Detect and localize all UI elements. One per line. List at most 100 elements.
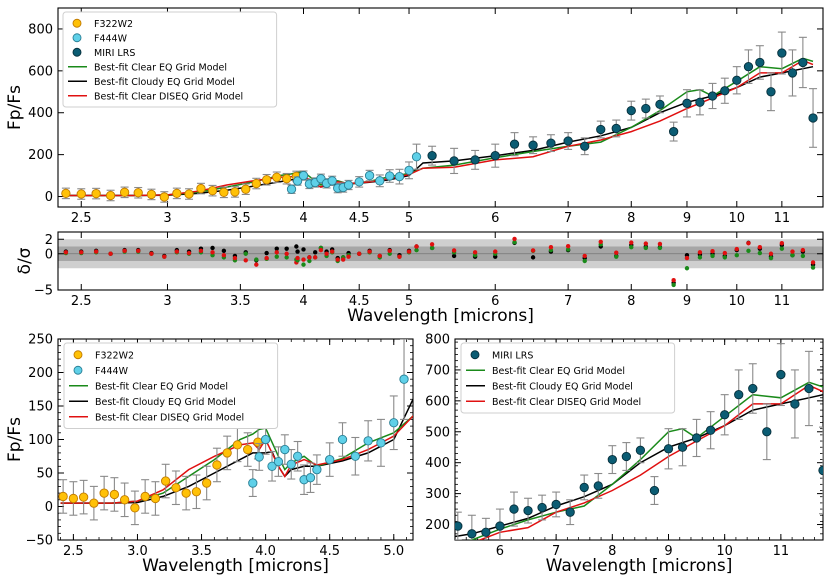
axes-panel-1: 2.5 3 3.5 4 4.5 5 6 7 8 9 10 11 −5 02 bbox=[34, 231, 824, 309]
f444w-point bbox=[325, 454, 335, 465]
x-tick-label: 3.0 bbox=[127, 544, 148, 559]
residual-point-red bbox=[657, 241, 663, 247]
miri-lrs-point bbox=[593, 481, 603, 491]
miri-lrs-point bbox=[563, 136, 573, 146]
x-tick-label: 4.5 bbox=[349, 211, 370, 226]
residual-point-red bbox=[429, 242, 435, 247]
y-axis-label: Fp/Fs bbox=[5, 85, 25, 130]
miri-lrs-point bbox=[579, 482, 589, 493]
residual-point-green bbox=[810, 265, 816, 270]
legend-marker bbox=[73, 350, 83, 360]
legend-label: MIRI LRS bbox=[492, 350, 533, 361]
residual-point-red bbox=[397, 254, 402, 259]
miri-lrs-point bbox=[720, 410, 730, 420]
y-tick-label: 200 bbox=[425, 518, 450, 533]
miri-lrs-point bbox=[523, 505, 533, 516]
residual-point-black bbox=[312, 250, 318, 255]
miri-lrs-point bbox=[720, 86, 730, 96]
axes-panel-3: 6 7 8 9 10 11 200 300 400 500 600 700 800 bbox=[425, 333, 824, 559]
miri-lrs-point bbox=[748, 383, 758, 394]
miri-lrs-point bbox=[707, 91, 718, 101]
axes-panel-0: 2.5 3 3.5 4 4.5 5 6 7 8 9 10 11 0 200 400 600 800 bbox=[28, 7, 824, 226]
legend-frame bbox=[63, 342, 279, 429]
miri-lrs-point bbox=[509, 139, 520, 149]
miri-lrs-point bbox=[668, 126, 679, 137]
residual-point-black bbox=[274, 246, 279, 251]
residual-point-red bbox=[162, 254, 167, 259]
x-tick-label: 7 bbox=[564, 294, 572, 309]
residual-point-red bbox=[79, 250, 84, 255]
legend-marker bbox=[470, 350, 480, 360]
residual-point-red bbox=[93, 249, 99, 254]
miri-lrs-point bbox=[682, 98, 692, 108]
f322w2-point bbox=[272, 172, 282, 182]
miri-lrs-point bbox=[470, 155, 480, 165]
residual-point-green bbox=[757, 250, 763, 256]
x-axis-label: Wavelength [microns] bbox=[347, 306, 534, 326]
y-tick-label: 250 bbox=[28, 333, 53, 348]
miri-lrs-point bbox=[607, 454, 617, 465]
y-tick-label: 600 bbox=[425, 394, 450, 409]
residual-point-red bbox=[643, 241, 649, 246]
residual-point-black bbox=[284, 246, 289, 251]
model-line-clear-diseq bbox=[477, 384, 823, 540]
axes-frame bbox=[57, 231, 824, 291]
residual-point-red bbox=[406, 249, 412, 254]
residual-point-red bbox=[367, 249, 372, 254]
miri-lrs-point bbox=[551, 499, 561, 510]
f322w2-point bbox=[253, 437, 263, 447]
f444w-point bbox=[254, 452, 264, 462]
residual-point-red bbox=[136, 248, 141, 254]
residual-point-green bbox=[746, 248, 751, 254]
residual-point-red bbox=[174, 249, 180, 254]
miri-lrs-point bbox=[818, 465, 823, 476]
f322w2-point bbox=[212, 460, 222, 470]
f322w2-point bbox=[119, 495, 130, 505]
x-tick-label: 10 bbox=[729, 294, 746, 309]
x-tick-label: 6 bbox=[491, 294, 499, 309]
residual-point-red bbox=[451, 248, 457, 253]
x-tick-label: 2.5 bbox=[71, 211, 92, 226]
f322w2-point bbox=[61, 188, 71, 199]
residual-point-red bbox=[757, 245, 763, 250]
f444w-point bbox=[385, 171, 395, 181]
f322w2-point bbox=[109, 489, 120, 500]
residual-point-green bbox=[790, 253, 795, 258]
residual-point-red bbox=[198, 248, 204, 254]
miri-lrs-point bbox=[449, 156, 459, 166]
x-tick-label: 9 bbox=[683, 294, 691, 309]
y-tick-label: −50 bbox=[26, 534, 53, 549]
x-tick-label: 8 bbox=[608, 544, 616, 559]
f322w2-point bbox=[161, 476, 171, 486]
legend-label: Best-fit Cloudy EQ Grid Model bbox=[95, 397, 236, 408]
y-tick-label: 50 bbox=[36, 467, 53, 482]
residual-point-green bbox=[582, 258, 587, 264]
miri-lrs-point bbox=[467, 529, 477, 539]
f444w-point bbox=[350, 451, 360, 461]
miri-lrs-point bbox=[580, 141, 590, 151]
y-tick-label: 150 bbox=[28, 400, 53, 415]
residual-point-red bbox=[274, 250, 279, 255]
legend-marker bbox=[72, 18, 82, 28]
y-tick-label: 700 bbox=[425, 363, 450, 378]
f444w-point bbox=[273, 456, 284, 467]
residual-point-red bbox=[377, 253, 382, 259]
residual-point-green bbox=[254, 257, 259, 262]
axes-frame bbox=[57, 338, 414, 541]
legend-frame bbox=[460, 342, 676, 414]
residual-points bbox=[63, 236, 816, 288]
y-tick-label: 200 bbox=[28, 366, 53, 381]
residual-point-green bbox=[274, 254, 279, 259]
x-tick-label: 11 bbox=[774, 211, 791, 226]
f444w-point bbox=[327, 176, 337, 186]
miri-lrs-point bbox=[776, 369, 786, 380]
miri-lrs-point bbox=[455, 521, 463, 531]
residual-point-green bbox=[710, 253, 715, 259]
residual-point-red bbox=[340, 257, 346, 262]
miri-lrs-point bbox=[626, 105, 636, 116]
legend-label: F322W2 bbox=[94, 19, 133, 30]
miri-lrs-point bbox=[734, 390, 744, 400]
legend-label: F444W bbox=[95, 366, 129, 377]
y-tick-label: 2 bbox=[45, 233, 53, 248]
f322w2-group bbox=[61, 170, 302, 203]
